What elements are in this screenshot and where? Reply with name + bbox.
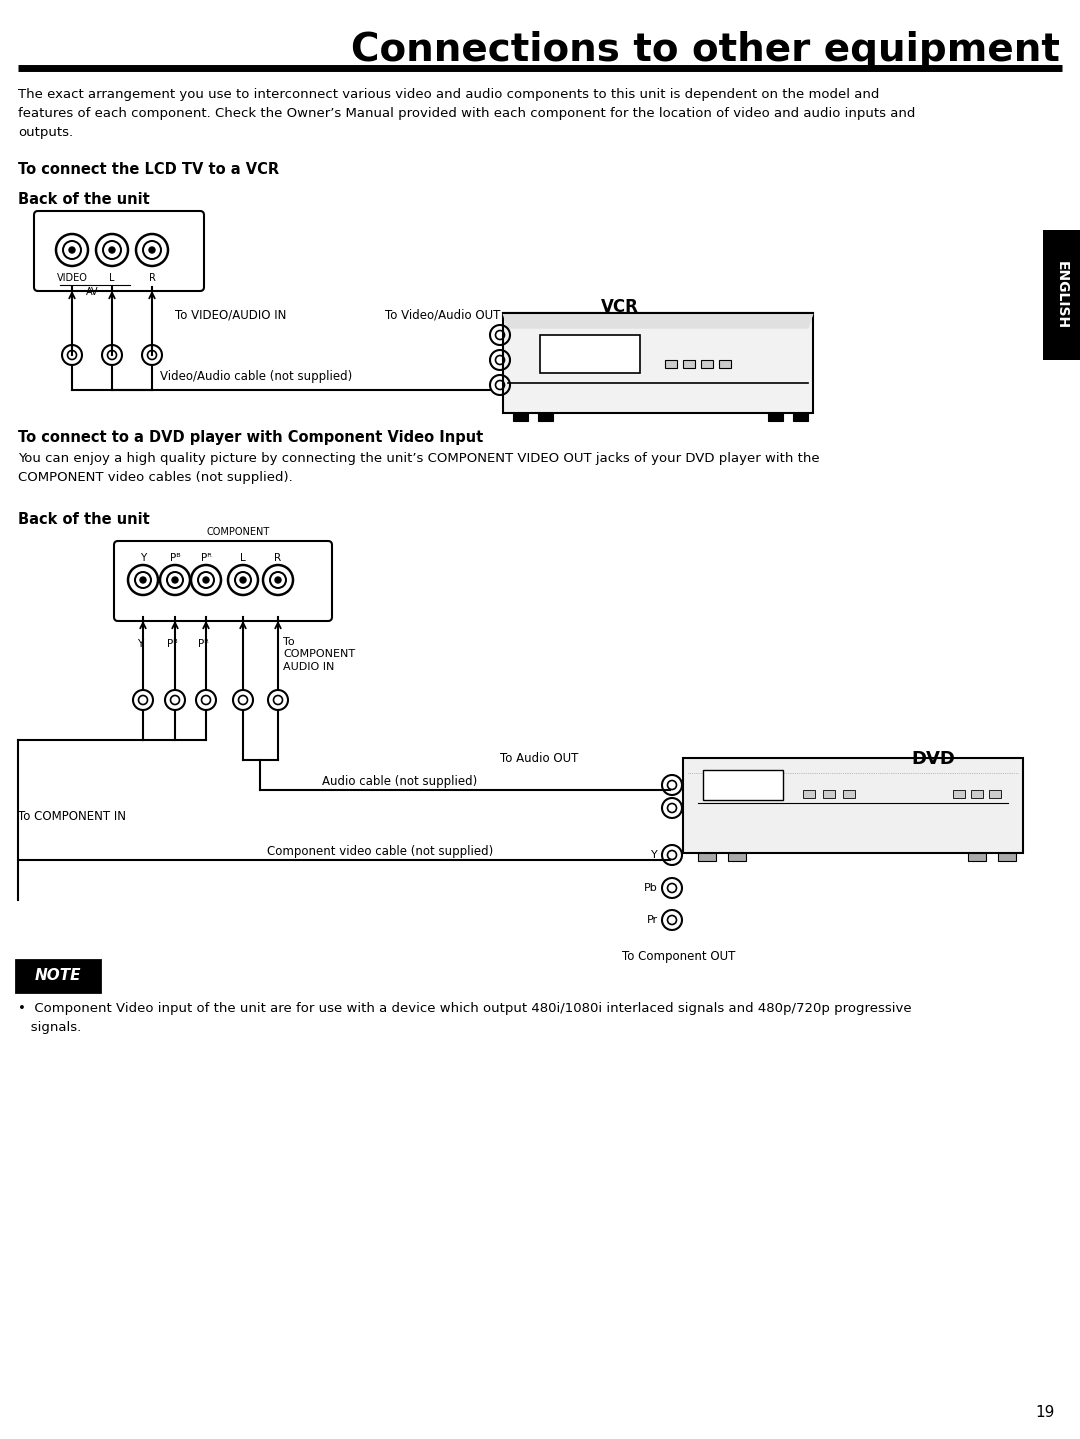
Text: COMPONENT: COMPONENT	[206, 527, 270, 537]
Text: To connect to a DVD player with Component Video Input: To connect to a DVD player with Componen…	[18, 430, 483, 445]
Text: Pᴿ: Pᴿ	[198, 639, 208, 649]
Text: Audio cable (not supplied): Audio cable (not supplied)	[322, 776, 477, 789]
Text: Pᴮ: Pᴮ	[170, 553, 180, 563]
FancyBboxPatch shape	[33, 212, 204, 291]
Text: To VIDEO/AUDIO IN: To VIDEO/AUDIO IN	[175, 308, 286, 321]
Text: To Component OUT: To Component OUT	[622, 950, 735, 963]
Circle shape	[240, 577, 246, 583]
Bar	[968, 853, 986, 861]
Circle shape	[149, 248, 156, 253]
Text: Back of the unit: Back of the unit	[18, 191, 150, 207]
Text: Y: Y	[651, 850, 658, 861]
Text: •  Component Video input of the unit are for use with a device which output 480i: • Component Video input of the unit are …	[18, 1002, 912, 1035]
Circle shape	[140, 577, 146, 583]
Text: Y: Y	[137, 639, 144, 649]
Text: L: L	[240, 553, 246, 563]
Text: VIDEO: VIDEO	[56, 273, 87, 283]
Bar	[804, 790, 815, 799]
Bar	[971, 790, 983, 799]
Circle shape	[109, 248, 114, 253]
Bar	[719, 360, 731, 368]
Bar	[701, 360, 713, 368]
Text: DVD: DVD	[912, 750, 955, 768]
Bar	[793, 413, 808, 422]
Circle shape	[69, 248, 75, 253]
Text: L: L	[109, 273, 114, 283]
Circle shape	[203, 577, 210, 583]
Bar	[683, 360, 696, 368]
Bar	[513, 413, 528, 422]
Text: Pᴮ: Pᴮ	[166, 639, 177, 649]
Bar	[989, 790, 1001, 799]
Bar	[953, 790, 966, 799]
Text: Video/Audio cable (not supplied): Video/Audio cable (not supplied)	[160, 370, 352, 383]
Text: To
COMPONENT
AUDIO IN: To COMPONENT AUDIO IN	[283, 637, 355, 672]
Bar	[540, 335, 640, 373]
Text: Y: Y	[140, 553, 146, 563]
Bar	[768, 413, 783, 422]
Text: NOTE: NOTE	[35, 968, 81, 983]
Text: VCR: VCR	[602, 298, 639, 317]
Bar	[683, 758, 1023, 853]
Text: R: R	[149, 273, 156, 283]
Bar	[665, 360, 677, 368]
Text: To Audio OUT: To Audio OUT	[500, 753, 579, 766]
Circle shape	[275, 577, 281, 583]
Text: R: R	[274, 553, 282, 563]
Text: To COMPONENT IN: To COMPONENT IN	[18, 810, 126, 823]
Text: To Video/Audio OUT: To Video/Audio OUT	[384, 308, 500, 321]
Bar	[503, 314, 813, 413]
Text: Back of the unit: Back of the unit	[18, 512, 150, 527]
Text: To connect the LCD TV to a VCR: To connect the LCD TV to a VCR	[18, 163, 279, 177]
Text: 19: 19	[1036, 1404, 1055, 1420]
Bar	[703, 770, 783, 800]
Text: ENGLISH: ENGLISH	[1054, 260, 1068, 330]
FancyBboxPatch shape	[16, 960, 100, 991]
Bar	[698, 853, 716, 861]
Text: Connections to other equipment: Connections to other equipment	[351, 32, 1059, 69]
Polygon shape	[503, 314, 813, 328]
Bar	[998, 853, 1016, 861]
Bar	[728, 853, 746, 861]
Text: Pr: Pr	[647, 915, 658, 925]
Bar	[843, 790, 855, 799]
Bar	[538, 413, 553, 422]
Text: You can enjoy a high quality picture by connecting the unit’s COMPONENT VIDEO OU: You can enjoy a high quality picture by …	[18, 452, 820, 484]
FancyBboxPatch shape	[114, 541, 332, 622]
Text: Pᴿ: Pᴿ	[201, 553, 212, 563]
Circle shape	[172, 577, 178, 583]
Text: Pb: Pb	[645, 884, 658, 894]
Text: Component video cable (not supplied): Component video cable (not supplied)	[267, 845, 494, 858]
Bar	[823, 790, 835, 799]
Bar	[1043, 230, 1080, 360]
Text: AV: AV	[85, 286, 98, 296]
Text: The exact arrangement you use to interconnect various video and audio components: The exact arrangement you use to interco…	[18, 88, 916, 140]
